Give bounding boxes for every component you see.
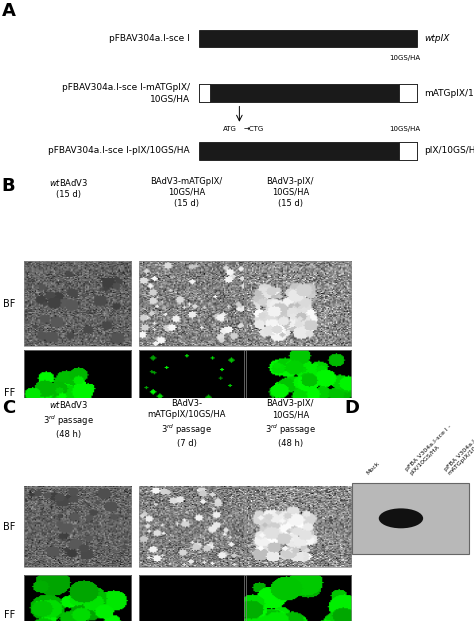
Text: D: D	[344, 399, 359, 417]
Bar	[138, 575, 246, 627]
Text: C: C	[2, 399, 15, 417]
Text: pFBA V304a.I-sce I -
pIX/10GS/HA: pFBA V304a.I-sce I - pIX/10GS/HA	[404, 424, 456, 476]
Text: FF: FF	[4, 610, 15, 620]
Bar	[138, 487, 246, 567]
Bar	[199, 30, 417, 48]
Text: pFBAV304a.I-sce I-mATGpIX/
10GS/HA: pFBAV304a.I-sce I-mATGpIX/ 10GS/HA	[62, 83, 190, 103]
Text: 10GS/HA: 10GS/HA	[390, 125, 421, 132]
Text: →CTG: →CTG	[243, 127, 264, 132]
Bar	[24, 575, 131, 627]
Text: BAdV3-
mATGpIX/10GS/HA
3$^{rd}$ passage
(7 d): BAdV3- mATGpIX/10GS/HA 3$^{rd}$ passage …	[147, 399, 226, 448]
Bar	[24, 487, 131, 567]
Text: Mock: Mock	[366, 461, 381, 476]
Text: pFBAV304a.I-sce I: pFBAV304a.I-sce I	[109, 34, 190, 43]
Bar	[199, 84, 210, 102]
Text: BAdV3-pIX/
10GS/HA
3$^{rd}$ passage
(48 h): BAdV3-pIX/ 10GS/HA 3$^{rd}$ passage (48 …	[265, 399, 316, 448]
Bar	[244, 575, 351, 627]
Ellipse shape	[379, 508, 423, 529]
Text: A: A	[2, 2, 16, 20]
Text: B: B	[2, 177, 16, 194]
Text: wtpIX: wtpIX	[424, 34, 450, 43]
Bar	[244, 350, 351, 435]
Bar	[352, 483, 469, 554]
Text: ATG: ATG	[223, 127, 237, 132]
Bar	[24, 350, 131, 435]
Text: $\it{wt}$BAdV3
3$^{rd}$ passage
(48 h): $\it{wt}$BAdV3 3$^{rd}$ passage (48 h)	[43, 399, 94, 439]
Text: pIX/10GS/HA: pIX/10GS/HA	[424, 147, 474, 155]
Bar	[399, 142, 417, 160]
Text: mATGpIX/10GS/HA: mATGpIX/10GS/HA	[424, 88, 474, 98]
Text: pFBAV304a.I-sce I-pIX/10GS/HA: pFBAV304a.I-sce I-pIX/10GS/HA	[48, 147, 190, 155]
Text: 10GS/HA: 10GS/HA	[390, 55, 421, 61]
Text: BAdV3-mATGpIX/
10GS/HA
(15 d): BAdV3-mATGpIX/ 10GS/HA (15 d)	[151, 177, 223, 208]
Bar	[138, 261, 246, 346]
Text: FF: FF	[4, 387, 15, 398]
Bar	[244, 261, 351, 346]
Bar	[244, 487, 351, 567]
Bar	[199, 84, 417, 102]
Bar	[199, 142, 417, 160]
Text: BF: BF	[3, 298, 16, 308]
Bar	[24, 261, 131, 346]
Bar	[399, 84, 417, 102]
Text: BF: BF	[3, 522, 16, 532]
Text: BAdV3-pIX/
10GS/HA
(15 d): BAdV3-pIX/ 10GS/HA (15 d)	[266, 177, 314, 208]
Text: pFBA V304a.I-sce I -
mATGpIX/10GS/HA: pFBA V304a.I-sce I - mATGpIX/10GS/HA	[443, 424, 474, 476]
Bar	[138, 350, 246, 435]
Text: $\it{wt}$BAdV3
(15 d): $\it{wt}$BAdV3 (15 d)	[49, 177, 88, 199]
